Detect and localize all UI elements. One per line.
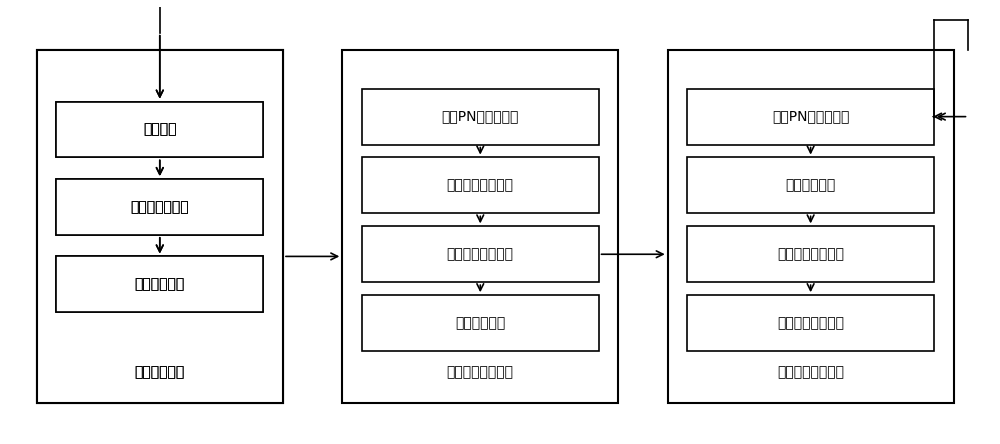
Text: 数据缓存模块: 数据缓存模块 bbox=[135, 278, 185, 291]
Text: 第一符号检测单元: 第一符号检测单元 bbox=[777, 365, 844, 380]
Bar bbox=[687, 295, 934, 351]
Bar bbox=[37, 50, 283, 403]
Text: 检测判决模块: 检测判决模块 bbox=[455, 316, 505, 330]
Text: 傅里叶变换模块: 傅里叶变换模块 bbox=[130, 200, 189, 214]
Bar bbox=[56, 179, 263, 235]
Text: 峰值计算模块: 峰值计算模块 bbox=[785, 178, 836, 192]
Bar bbox=[37, 50, 283, 403]
Text: 接收模块: 接收模块 bbox=[143, 123, 177, 136]
Bar bbox=[362, 89, 599, 145]
Text: 傅里叶逆变换模块: 傅里叶逆变换模块 bbox=[447, 178, 514, 192]
Text: 峰值均值计算模块: 峰值均值计算模块 bbox=[447, 247, 514, 261]
Bar bbox=[687, 158, 934, 214]
Bar bbox=[56, 256, 263, 312]
Text: 信号处理单元: 信号处理单元 bbox=[135, 365, 185, 380]
Bar bbox=[56, 256, 263, 312]
Bar bbox=[687, 226, 934, 282]
Bar bbox=[362, 295, 599, 351]
Text: 信号处理单元: 信号处理单元 bbox=[135, 365, 185, 380]
Text: 第三门限比较模块: 第三门限比较模块 bbox=[777, 247, 844, 261]
Bar bbox=[56, 179, 263, 235]
Bar bbox=[687, 89, 934, 145]
Text: 第二符号检测单元: 第二符号检测单元 bbox=[447, 365, 514, 380]
Bar bbox=[668, 50, 954, 403]
Text: 第二PN码相关模块: 第二PN码相关模块 bbox=[442, 110, 519, 123]
Text: 接收模块: 接收模块 bbox=[143, 123, 177, 136]
Text: 第一PN码相关模块: 第一PN码相关模块 bbox=[772, 110, 849, 123]
Text: 傅里叶变换模块: 傅里叶变换模块 bbox=[130, 200, 189, 214]
Bar bbox=[342, 50, 618, 403]
Bar bbox=[56, 102, 263, 158]
Bar bbox=[362, 158, 599, 214]
Text: 峰值位置修正输出: 峰值位置修正输出 bbox=[777, 316, 844, 330]
Text: 数据缓存模块: 数据缓存模块 bbox=[135, 278, 185, 291]
Bar bbox=[56, 102, 263, 158]
Bar bbox=[362, 226, 599, 282]
